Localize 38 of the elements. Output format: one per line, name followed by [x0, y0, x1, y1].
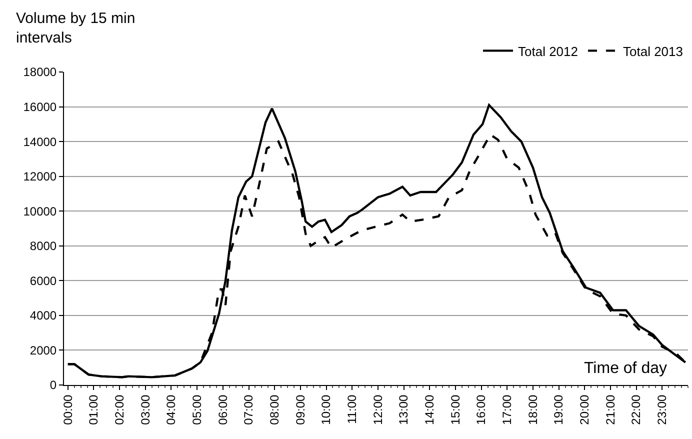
x-tick-label: 21:00: [603, 394, 618, 425]
x-tick-label: 09:00: [293, 394, 308, 425]
x-tick-label: 12:00: [370, 394, 385, 425]
x-tick-label: 07:00: [242, 394, 256, 425]
x-tick-label: 03:00: [138, 394, 152, 425]
x-tick-label: 00:00: [60, 394, 75, 425]
y-tick-label: 14000: [23, 134, 57, 149]
x-tick-label: 19:00: [552, 394, 566, 425]
y-tick-label: 16000: [23, 100, 57, 114]
x-tick-label: 15:00: [448, 394, 462, 425]
x-tick-label: 10:00: [319, 394, 334, 425]
y-tick-label: 2000: [30, 343, 57, 358]
y-tick-label: 6000: [30, 274, 57, 288]
y-tick-label: 12000: [23, 170, 57, 184]
y-tick-label: 18000: [23, 65, 57, 80]
x-tick-label: 13:00: [396, 394, 411, 425]
y-tick-label: 10000: [23, 204, 57, 218]
x-tick-label: 17:00: [500, 394, 514, 425]
x-tick-label: 05:00: [190, 394, 204, 425]
x-tick-label: 06:00: [216, 394, 230, 425]
y-tick-label: 8000: [30, 239, 57, 254]
legend-label: Total 2012: [518, 44, 578, 59]
x-tick-label: 04:00: [164, 394, 178, 425]
x-tick-label: 14:00: [422, 394, 437, 425]
x-tick-label: 18:00: [526, 394, 540, 425]
x-tick-label: 16:00: [474, 394, 488, 425]
y-axis-title: Volume by 15 min intervals: [16, 10, 136, 46]
x-tick-label: 08:00: [267, 394, 282, 425]
legend-label: Total 2013: [623, 44, 683, 59]
x-tick-label: 02:00: [112, 394, 126, 425]
x-tick-label: 22:00: [629, 394, 644, 425]
x-tick-label: 11:00: [345, 394, 359, 424]
x-tick-label: 23:00: [655, 394, 670, 425]
x-tick-label: 20:00: [578, 394, 592, 425]
y-tick-label: 4000: [30, 308, 57, 323]
x-axis-title: Time of day: [584, 360, 667, 377]
y-tick-label: 0: [50, 378, 57, 392]
x-tick-label: 01:00: [86, 394, 101, 425]
